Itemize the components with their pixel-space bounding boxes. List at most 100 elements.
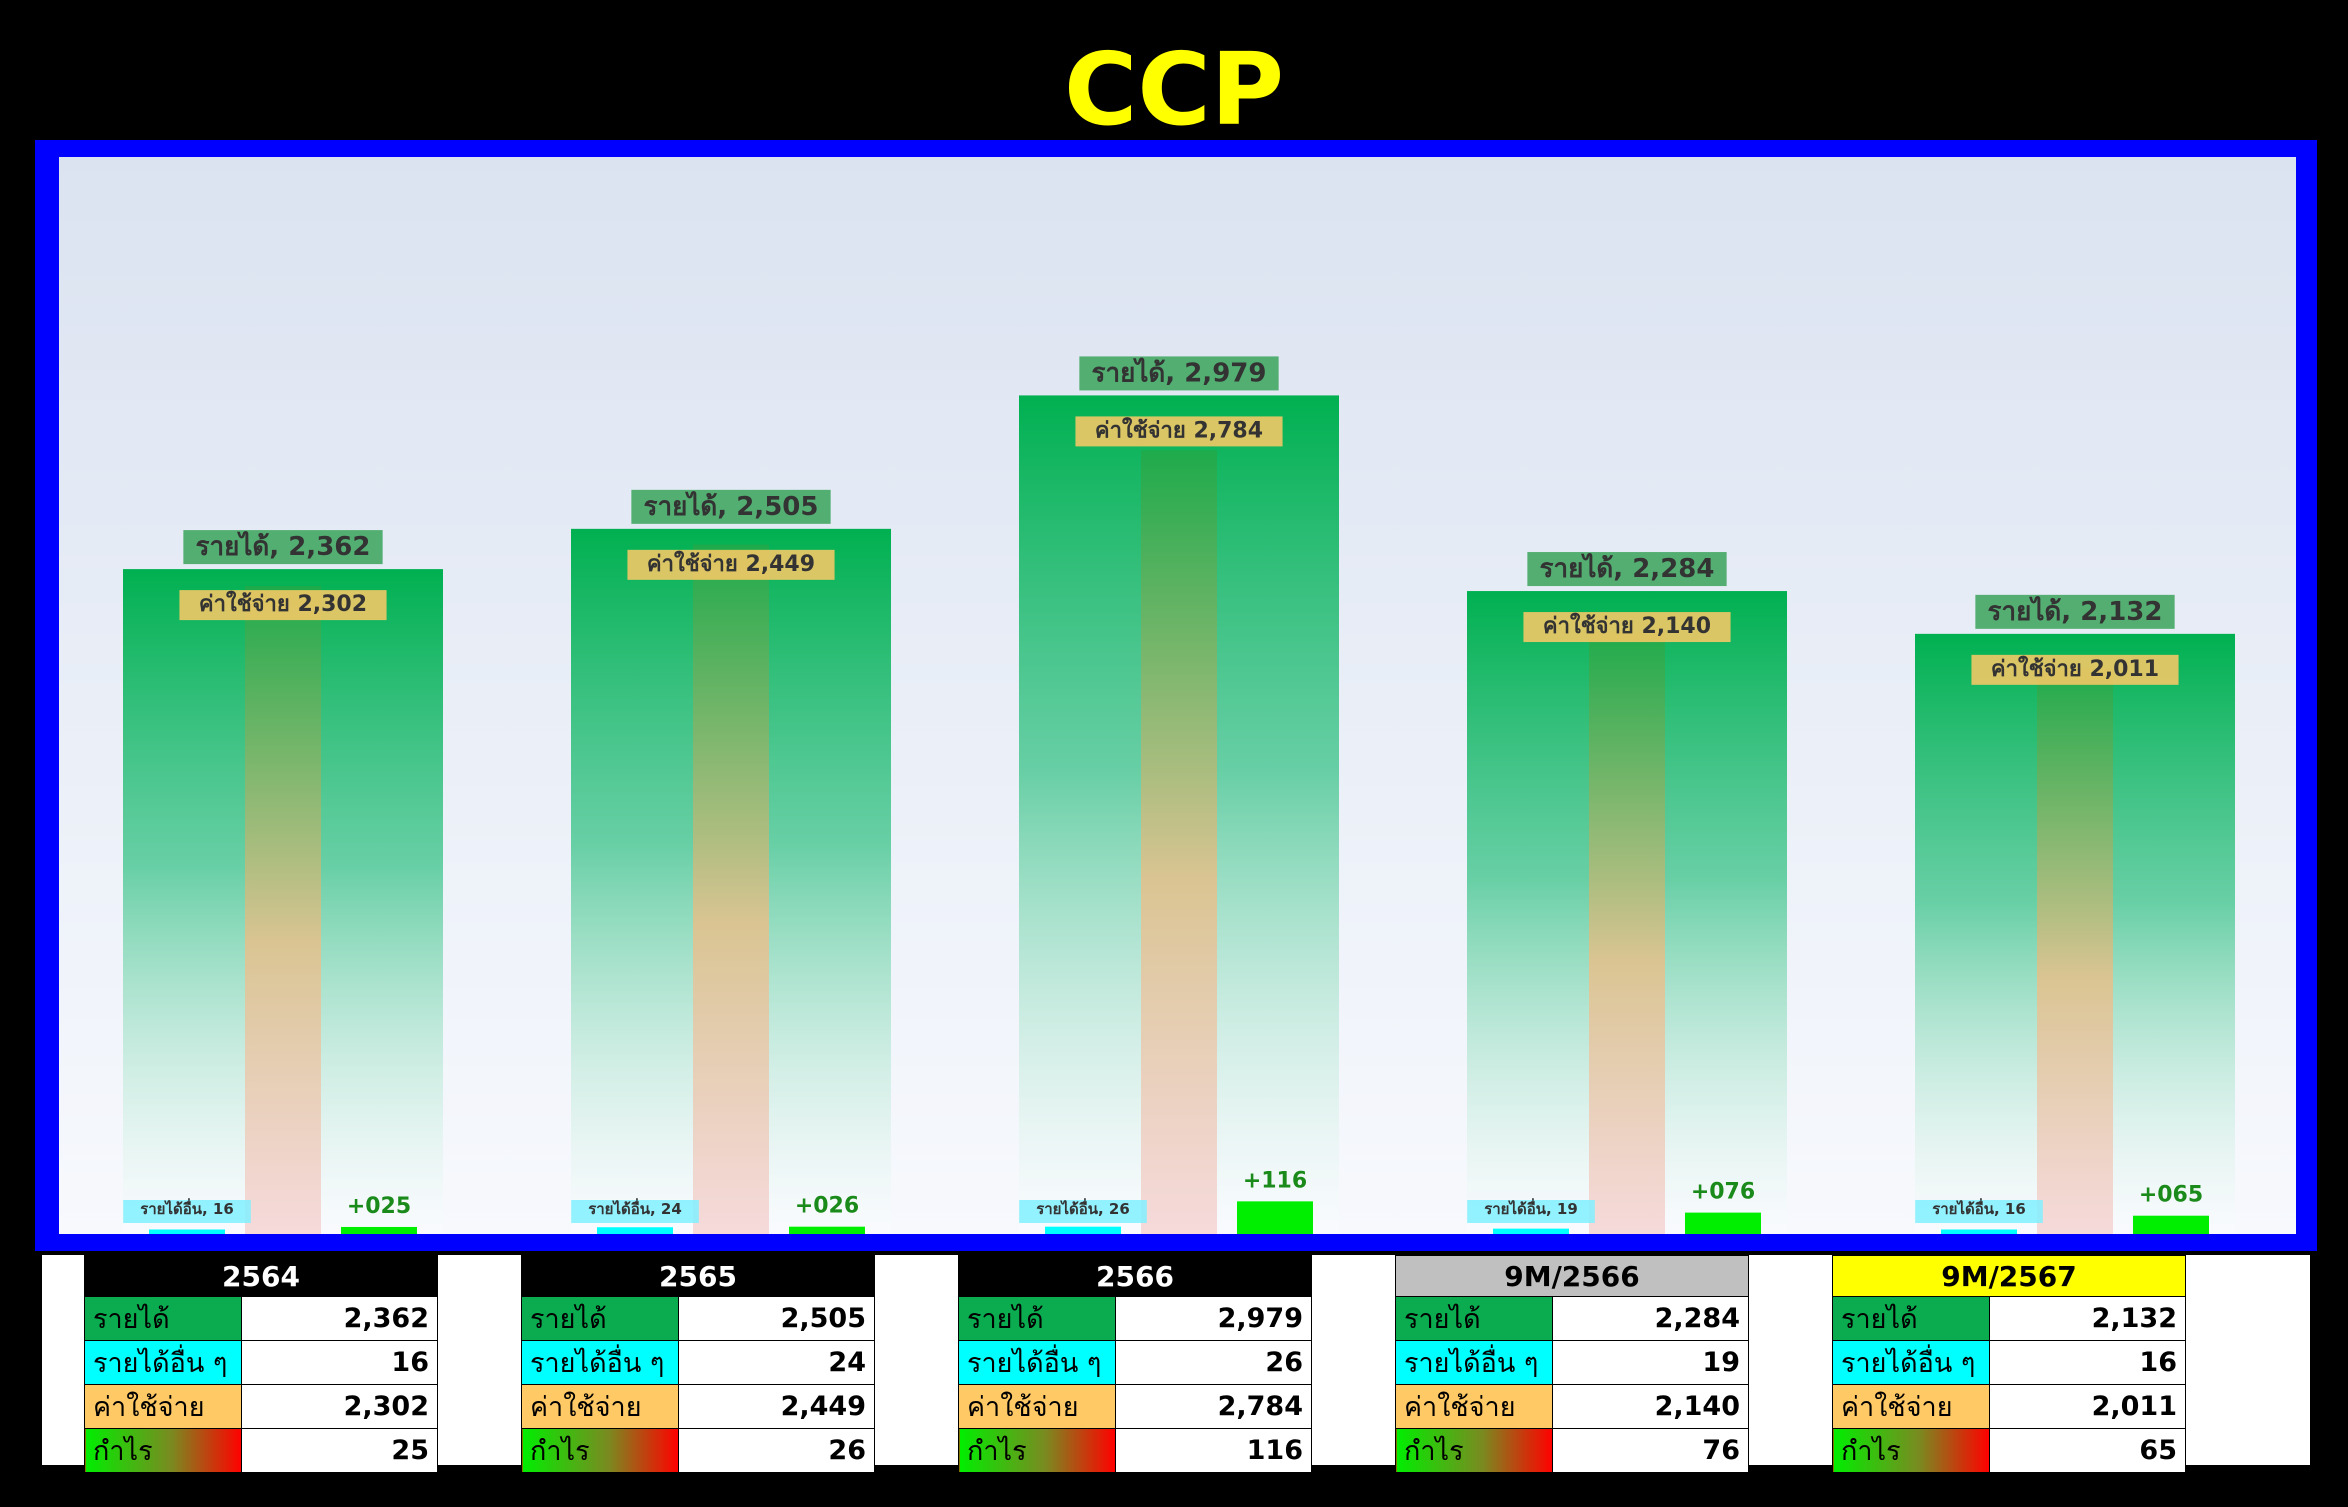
profit-bar	[1237, 1201, 1313, 1234]
row-label: กำไร	[1395, 1428, 1553, 1473]
table-row: รายได้ 2,284	[1395, 1296, 1749, 1341]
profit-bar	[789, 1226, 865, 1234]
revenue-label-text: รายได้, 2,132	[1988, 595, 2163, 627]
row-value: 16	[1989, 1340, 2186, 1385]
revenue-label-text: รายได้, 2,505	[644, 490, 819, 522]
expense-label-bg	[1971, 654, 2179, 685]
row-value: 26	[1115, 1340, 1312, 1385]
other-revenue-label-text: รายได้อื่น, 16	[140, 1198, 234, 1218]
expense-label-bg	[627, 549, 835, 580]
other-revenue-label-bg	[1915, 1200, 2043, 1223]
other-revenue-label: รายได้อื่น, 24	[571, 1198, 699, 1223]
other-revenue-label-bg	[1467, 1200, 1595, 1223]
revenue-label: รายได้, 2,362	[183, 530, 383, 565]
row-value: 65	[1989, 1428, 2186, 1473]
expense-label: ค่าใช้จ่าย 2,784	[1075, 416, 1283, 447]
row-value: 2,140	[1552, 1384, 1749, 1429]
row-value: 2,302	[241, 1384, 438, 1429]
profit-label: +076	[1691, 1180, 1755, 1205]
table-row: รายได้อื่น ๆ 19	[1395, 1340, 1749, 1385]
revenue-label-bg	[1079, 356, 1279, 391]
revenue-label-text: รายได้, 2,284	[1540, 552, 1715, 584]
row-value: 2,284	[1552, 1296, 1749, 1341]
summary-table: 9M/2566 รายได้ 2,284 รายได้อื่น ๆ 19 ค่าใช้จ่…	[1395, 1255, 1749, 1473]
row-label: ค่าใช้จ่าย	[958, 1384, 1116, 1429]
table-row: รายได้อื่น ๆ 26	[958, 1340, 1312, 1385]
row-label: รายได้	[84, 1296, 242, 1341]
table-row: รายได้ 2,979	[958, 1296, 1312, 1341]
profit-bar	[341, 1226, 417, 1234]
bar-chart: รายได้, 2,362 ค่าใช้จ่าย 2,302 รายได้อื่น,…	[123, 356, 2235, 1234]
row-label: รายได้อื่น ๆ	[521, 1340, 679, 1385]
table-row: ค่าใช้จ่าย 2,784	[958, 1384, 1312, 1429]
other-revenue-bar	[1941, 1229, 2017, 1234]
row-label: รายได้อื่น ๆ	[1395, 1340, 1553, 1385]
expense-bar	[245, 585, 321, 1234]
row-value: 2,011	[1989, 1384, 2186, 1429]
other-revenue-bar	[1045, 1226, 1121, 1234]
table-header: 2566	[958, 1255, 1312, 1297]
table-header: 9M/2567	[1832, 1255, 2186, 1297]
table-row: รายได้อื่น ๆ 16	[1832, 1340, 2186, 1385]
row-value: 2,449	[678, 1384, 875, 1429]
profit-label: +026	[795, 1194, 859, 1219]
expense-label: ค่าใช้จ่าย 2,302	[179, 590, 387, 621]
expense-label-bg	[179, 590, 387, 621]
table-row: รายได้ 2,362	[84, 1296, 438, 1341]
row-value: 2,784	[1115, 1384, 1312, 1429]
table-row: กำไร 76	[1395, 1428, 1749, 1473]
row-value: 24	[678, 1340, 875, 1385]
revenue-label: รายได้, 2,505	[631, 489, 831, 524]
row-label: รายได้	[958, 1296, 1116, 1341]
row-value: 2,505	[678, 1296, 875, 1341]
table-row: กำไร 65	[1832, 1428, 2186, 1473]
chart-frame: รายได้, 2,362 ค่าใช้จ่าย 2,302 รายได้อื่น,…	[35, 140, 2317, 1251]
table-row: กำไร 26	[521, 1428, 875, 1473]
revenue-label: รายได้, 2,284	[1527, 552, 1727, 587]
table-row: รายได้ 2,132	[1832, 1296, 2186, 1341]
other-revenue-label-bg	[1019, 1200, 1147, 1223]
expense-label-bg	[1075, 416, 1283, 447]
other-revenue-bar	[597, 1227, 673, 1234]
expense-label: ค่าใช้จ่าย 2,140	[1523, 612, 1731, 643]
row-value: 2,362	[241, 1296, 438, 1341]
row-label: กำไร	[521, 1428, 679, 1473]
row-label: กำไร	[1832, 1428, 1990, 1473]
row-label: รายได้อื่น ๆ	[958, 1340, 1116, 1385]
table-row: ค่าใช้จ่าย 2,302	[84, 1384, 438, 1429]
profit-label-text: +025	[347, 1194, 411, 1219]
table-header: 2565	[521, 1255, 875, 1297]
profit-label-text: +116	[1243, 1168, 1307, 1193]
row-label: รายได้	[521, 1296, 679, 1341]
row-label: รายได้	[1832, 1296, 1990, 1341]
table-header: 2564	[84, 1255, 438, 1297]
other-revenue-label: รายได้อื่น, 16	[123, 1198, 251, 1223]
profit-label: +025	[347, 1194, 411, 1219]
table-row: รายได้อื่น ๆ 24	[521, 1340, 875, 1385]
expense-label-text: ค่าใช้จ่าย 2,449	[647, 550, 815, 577]
expense-bar	[1141, 450, 1217, 1234]
expense-bar	[1589, 631, 1665, 1234]
row-value: 19	[1552, 1340, 1749, 1385]
row-label: ค่าใช้จ่าย	[521, 1384, 679, 1429]
row-label: ค่าใช้จ่าย	[1395, 1384, 1553, 1429]
profit-label: +065	[2139, 1183, 2203, 1208]
profit-label-text: +076	[1691, 1180, 1755, 1205]
summary-tables: 2564 รายได้ 2,362 รายได้อื่น ๆ 16 ค่าใช้จ่าย 2…	[42, 1255, 2310, 1473]
summary-table: 2566 รายได้ 2,979 รายได้อื่น ๆ 26 ค่าใช้จ่าย 2…	[958, 1255, 1312, 1473]
row-label: กำไร	[958, 1428, 1116, 1473]
summary-table: 2565 รายได้ 2,505 รายได้อื่น ๆ 24 ค่าใช้จ่าย 2…	[521, 1255, 875, 1473]
other-revenue-label: รายได้อื่น, 26	[1019, 1198, 1147, 1223]
row-value: 26	[678, 1428, 875, 1473]
revenue-label: รายได้, 2,132	[1975, 594, 2175, 629]
table-row: รายได้ 2,505	[521, 1296, 875, 1341]
table-row: ค่าใช้จ่าย 2,011	[1832, 1384, 2186, 1429]
revenue-label-bg	[1527, 552, 1727, 587]
chart-title: CCP	[1063, 31, 1285, 148]
expense-label-bg	[1523, 612, 1731, 643]
table-row: กำไร 25	[84, 1428, 438, 1473]
other-revenue-bar	[149, 1229, 225, 1234]
expense-bar	[2037, 667, 2113, 1234]
profit-label-text: +026	[795, 1194, 859, 1219]
row-value: 2,979	[1115, 1296, 1312, 1341]
